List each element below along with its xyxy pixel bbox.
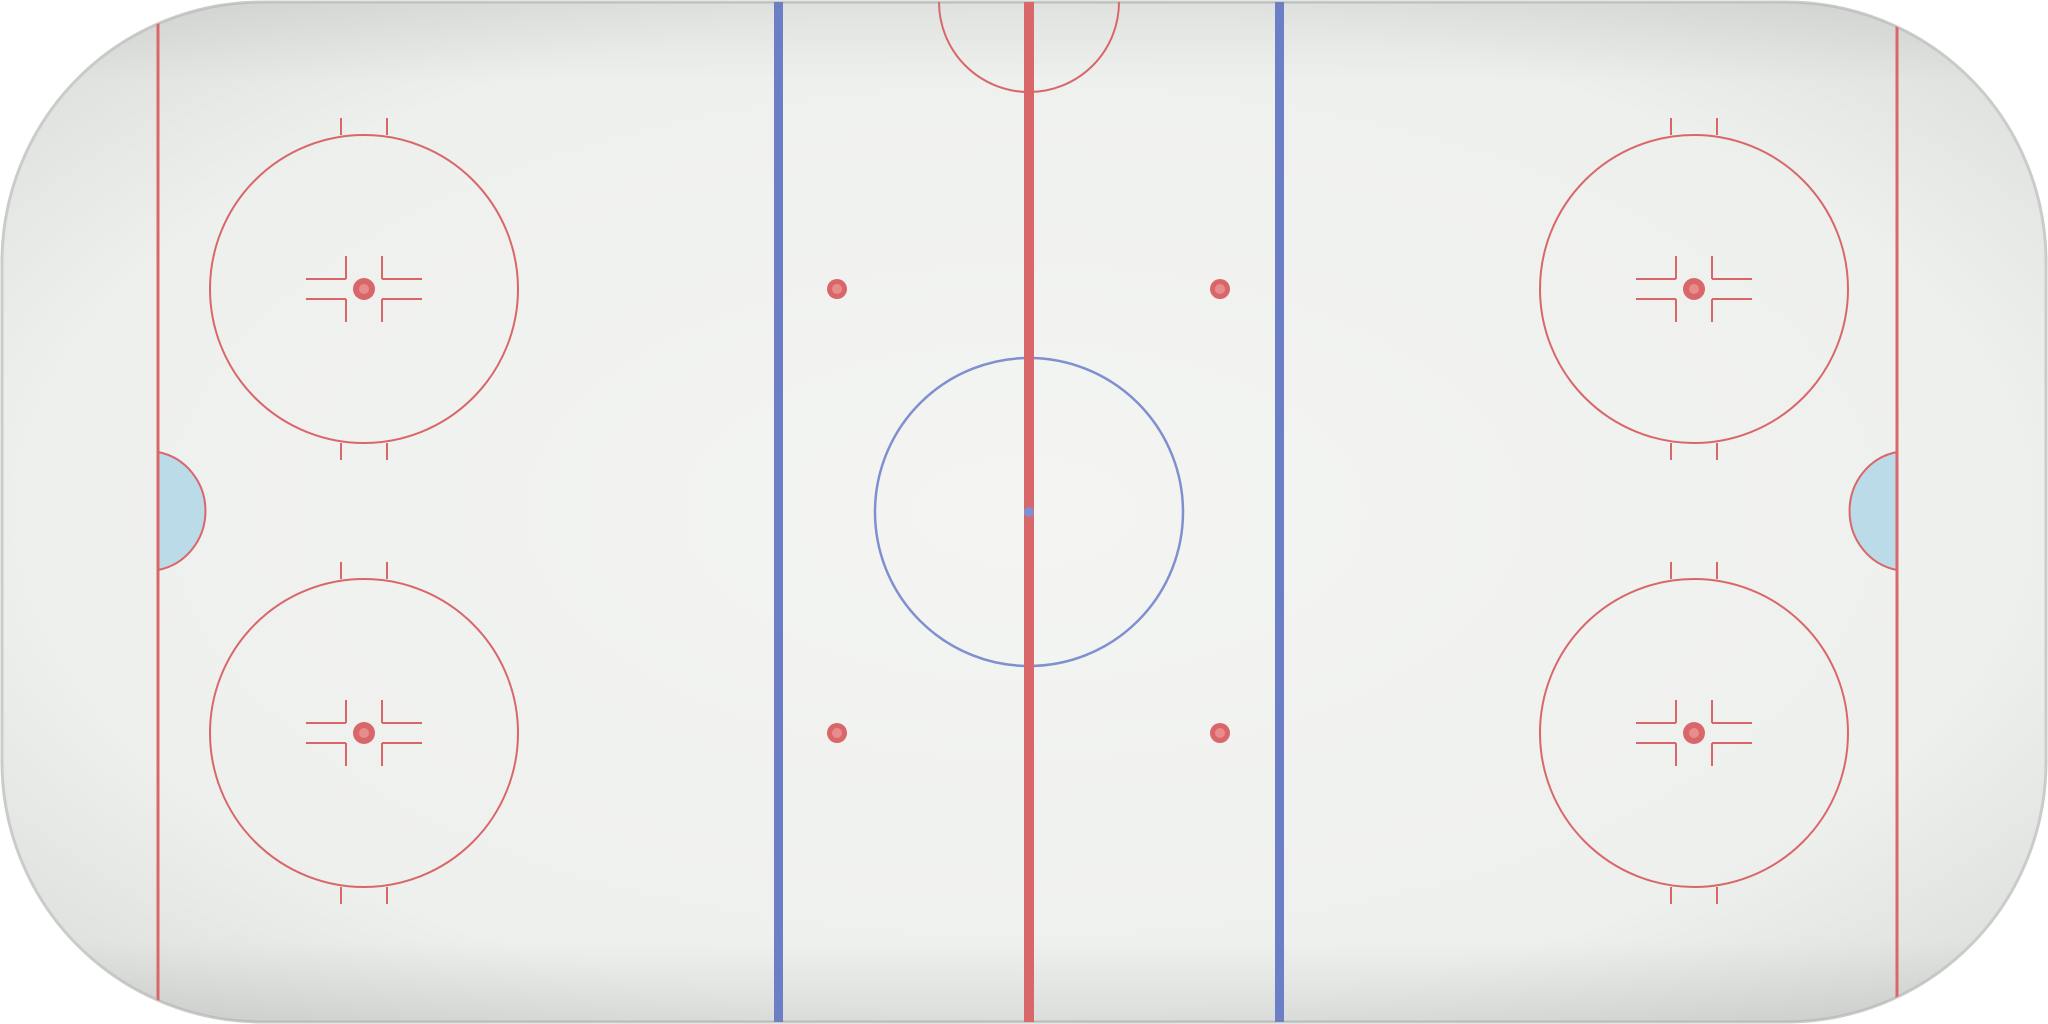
goal-crease-right	[1848, 450, 1899, 572]
endzone-circle-top-right	[1539, 118, 1849, 460]
neutral-dot-bottom-right	[1210, 723, 1230, 743]
endzone-circle-top-left	[209, 118, 519, 460]
blue-line-left	[774, 2, 783, 1022]
endzone-circle-bottom-left	[209, 562, 519, 904]
goal-crease-left	[156, 450, 207, 572]
endzone-circle-bottom-right	[1539, 562, 1849, 904]
blue-line-right	[1275, 2, 1284, 1022]
neutral-dot-top-right	[1210, 279, 1230, 299]
neutral-dot-bottom-left	[827, 723, 847, 743]
neutral-dot-top-left	[827, 279, 847, 299]
center-faceoff-dot	[1024, 507, 1034, 517]
